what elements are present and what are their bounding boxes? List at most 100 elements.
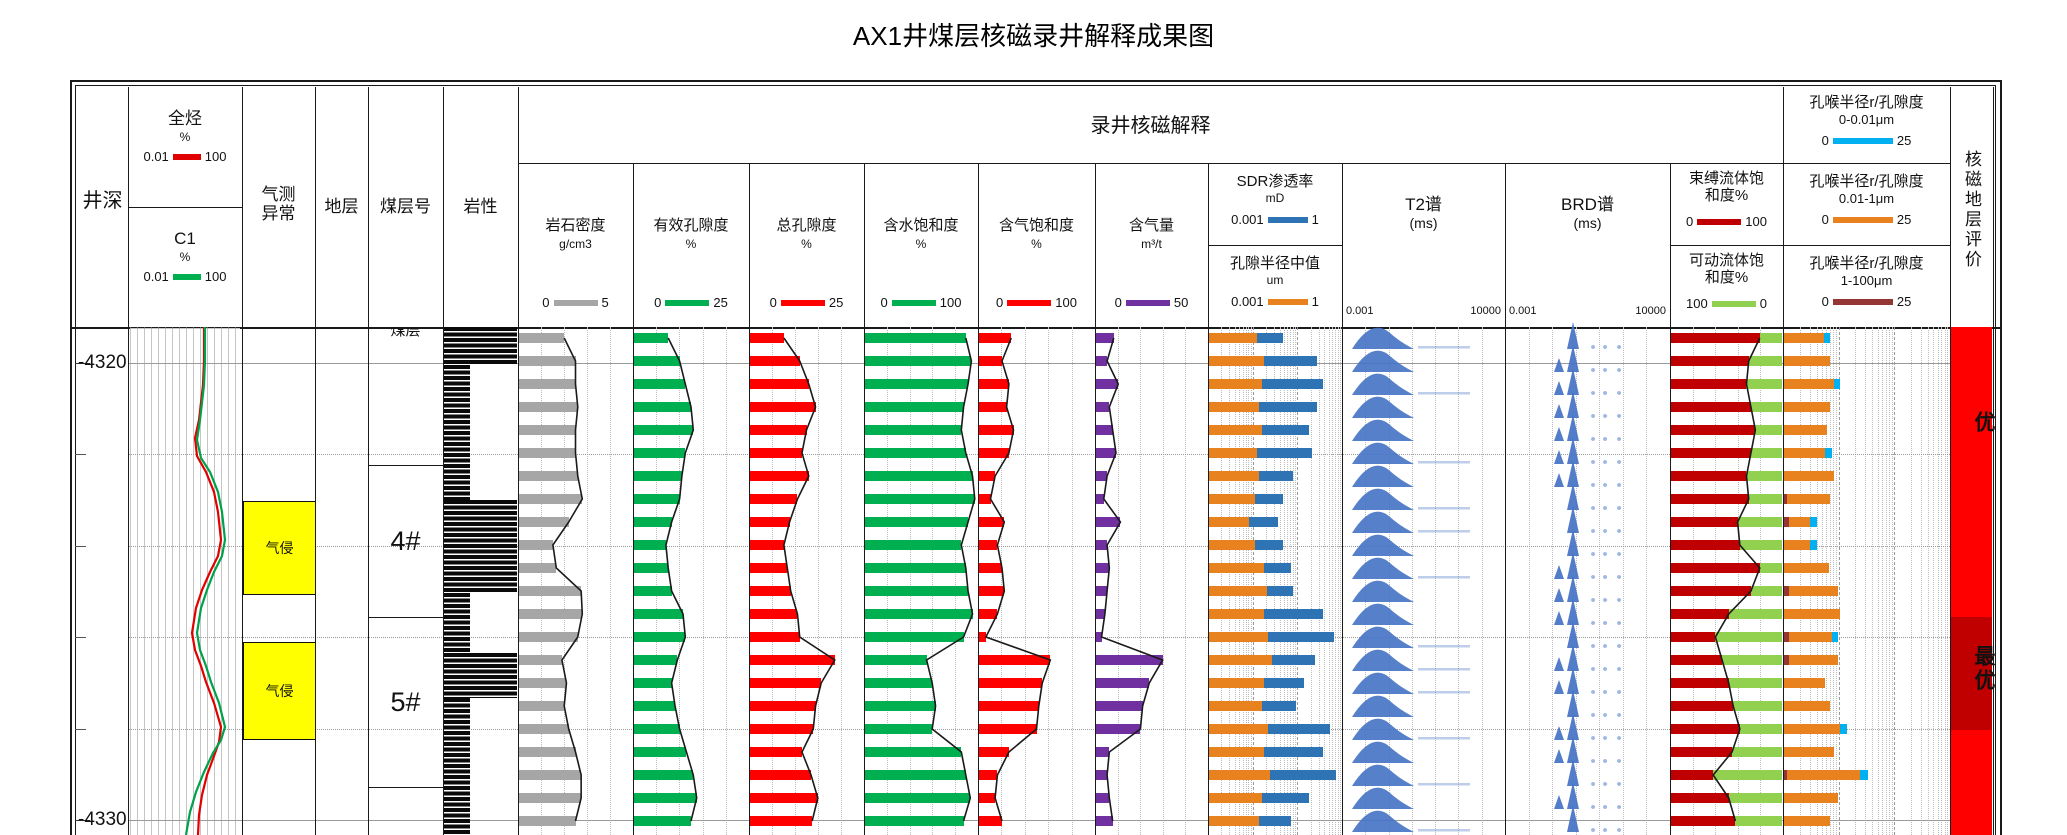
bar-eff_por (634, 609, 684, 619)
grid-line (633, 163, 634, 835)
brd-dot (1617, 391, 1622, 395)
brd-spectrum-2 (1554, 749, 1564, 763)
track-unit-t2: (ms) (1409, 215, 1438, 231)
brd-spectrum (1567, 690, 1579, 717)
brd-spectrum (1567, 575, 1579, 602)
brd-dot (1591, 805, 1596, 809)
bar-sg (979, 356, 1002, 366)
brd-dot (1603, 759, 1608, 763)
grid-dot (1947, 327, 1949, 835)
grid-line (368, 787, 443, 788)
grid-dot (1933, 327, 1935, 835)
bar-pore (1825, 448, 1832, 458)
grid-line (1783, 245, 1950, 246)
brd-dot (1617, 506, 1622, 510)
grid-line (75, 546, 86, 547)
track-name-pore-0: 孔喉半径r/孔隙度 (1809, 94, 1924, 111)
brd-dot (1603, 805, 1608, 809)
bar-bound (1671, 333, 1760, 343)
t2-spectrum (1352, 327, 1414, 349)
grid-line (70, 327, 2000, 329)
bar-bound (1671, 678, 1729, 688)
track-min-brd: 0.001 (1509, 305, 1537, 317)
bar-sw (865, 816, 964, 826)
track-unit-eff_por: % (685, 237, 697, 251)
brd-spectrum (1567, 759, 1579, 786)
track-name-sg: 含气饱和度 (998, 217, 1074, 234)
bar-bound (1671, 402, 1751, 412)
track-unit-pore-0: 0-0.01μm (1838, 112, 1895, 127)
grid-dot (1388, 327, 1390, 835)
brd-dot (1603, 667, 1608, 671)
bar-sg (979, 563, 1002, 573)
grid-dot (1273, 327, 1275, 835)
bar-density (519, 770, 582, 780)
grid-line (1095, 163, 1096, 835)
t2-spectrum (1352, 465, 1414, 487)
grid-line (978, 163, 979, 835)
brd-spectrum-2 (1554, 565, 1564, 579)
bar-gasct (1096, 747, 1110, 757)
bar-eff_por (634, 471, 682, 481)
bar-sdr (1209, 517, 1249, 527)
bar-sw (865, 655, 927, 665)
bar-gasct (1096, 333, 1114, 343)
grid-dot (1877, 327, 1879, 835)
bar-sg (979, 701, 1039, 711)
grid-line (128, 207, 242, 208)
bar-sdr (1209, 655, 1273, 665)
bar-pore (1784, 793, 1839, 803)
bar-sw (865, 770, 966, 780)
track-name-tot_por: 总孔隙度 (776, 217, 837, 234)
t2-spectrum (1352, 396, 1414, 418)
grid-dot (1920, 327, 1922, 835)
bar-tot_por (750, 747, 802, 757)
brd-dot (1603, 782, 1608, 786)
brd-spectrum (1567, 368, 1579, 395)
grid-line (1342, 163, 1343, 835)
brd-spectrum-2 (1554, 795, 1564, 809)
track-name-brd: BRD谱 (1561, 195, 1614, 214)
bar-gasct (1096, 816, 1113, 826)
grid-dot (1885, 327, 1887, 835)
gas-curve-unit: % (179, 250, 191, 264)
gas-curve-scale: 0.01 100 (143, 269, 227, 284)
brd-dot (1617, 529, 1622, 533)
brd-dot (1591, 552, 1596, 556)
track-name-pore-2: 孔喉半径r/孔隙度 (1809, 255, 1924, 272)
bar-bound (1750, 586, 1782, 596)
bar-pore (1784, 494, 1788, 504)
bar-pore (1784, 425, 1827, 435)
grid-line (518, 163, 1783, 164)
lithology-block (444, 500, 517, 593)
bar-sdr (1259, 816, 1291, 826)
bar-sdr (1261, 425, 1310, 435)
bar-pore (1787, 494, 1831, 504)
grid-dot (702, 327, 704, 835)
bar-density (519, 448, 576, 458)
bar-density (519, 724, 569, 734)
bar-gasct (1096, 724, 1141, 734)
bar-tot_por (750, 448, 802, 458)
bar-sdr (1209, 379, 1262, 389)
bar-bound (1748, 356, 1782, 366)
grid-dot (1816, 327, 1818, 835)
bar-eff_por (634, 793, 697, 803)
evaluation-label: 最优 (1972, 645, 1995, 693)
bar-sg (979, 494, 991, 504)
grid-dot (1283, 327, 1285, 835)
grid-dot (1287, 327, 1289, 835)
bar-pore (1784, 747, 1834, 757)
evaluation-block (1951, 617, 1992, 730)
bar-bound (1713, 770, 1782, 780)
bar-bound (1671, 517, 1738, 527)
bar-sdr (1209, 747, 1265, 757)
bar-sw (865, 471, 973, 481)
brd-dot (1591, 483, 1596, 487)
grid-line (1670, 163, 1671, 835)
gas-invasion-box: 气侵 (243, 642, 316, 740)
bar-pore (1784, 701, 1831, 711)
brd-dot (1617, 667, 1622, 671)
lithology-block (444, 327, 517, 365)
bar-bound (1671, 793, 1729, 803)
